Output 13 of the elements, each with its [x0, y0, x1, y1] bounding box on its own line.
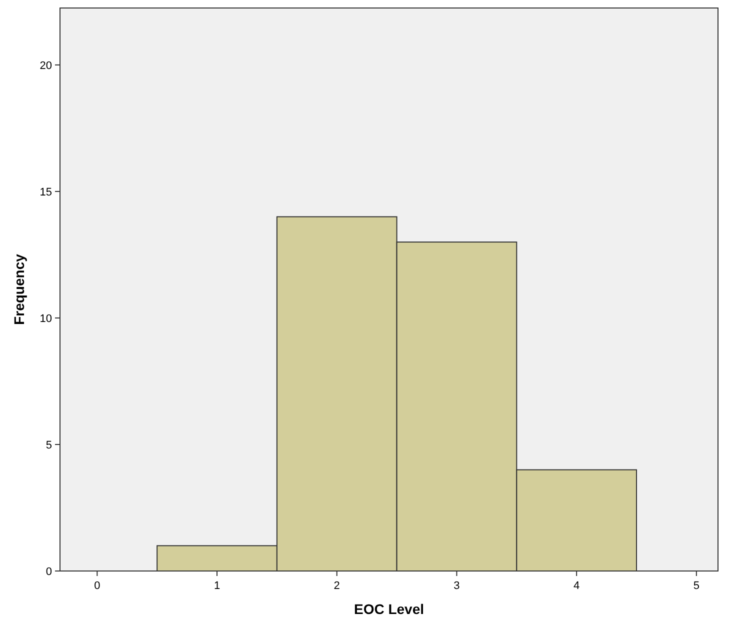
x-tick-label: 4 — [574, 580, 580, 592]
x-tick-label: 5 — [693, 580, 700, 592]
x-tick-label: 1 — [214, 580, 220, 592]
y-tick-label: 5 — [46, 439, 52, 452]
x-tick-label: 0 — [94, 580, 100, 592]
x-tick-label: 2 — [334, 580, 340, 592]
y-tick-label: 10 — [40, 312, 52, 325]
y-tick-label: 0 — [46, 566, 52, 578]
y-tick-label: 20 — [40, 60, 52, 72]
y-tick-label: 15 — [40, 186, 52, 198]
x-tick-label: 3 — [454, 580, 460, 592]
y-axis-title: Frequency — [11, 254, 27, 325]
x-axis-title: EOC Level — [354, 601, 424, 617]
